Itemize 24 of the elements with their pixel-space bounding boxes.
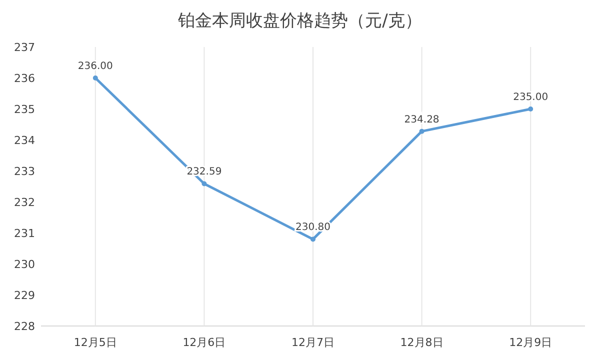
y-tick-label: 232 [14, 196, 35, 209]
y-tick-label: 231 [14, 227, 35, 240]
data-label: 234.28 [404, 114, 440, 126]
data-label: 235.00 [513, 92, 548, 103]
y-tick-label: 230 [14, 258, 35, 271]
x-tick-label: 12月9日 [509, 336, 552, 349]
y-tick-label: 228 [14, 320, 35, 333]
y-tick-label: 233 [14, 165, 35, 178]
data-label: 236.00 [78, 61, 113, 72]
y-tick-label: 229 [14, 289, 35, 302]
point [92, 76, 98, 80]
point [310, 236, 316, 242]
point [419, 128, 424, 134]
point [528, 106, 534, 112]
y-tick-label: 234 [14, 134, 35, 147]
y-tick-label: 236 [14, 72, 35, 85]
chart-title: 铂金本周收盘价格趋势（元/克） [177, 11, 422, 31]
x-tick-label: 12月5日 [74, 336, 117, 349]
x-tick-label: 12月7日 [292, 336, 334, 349]
point [202, 181, 207, 186]
y-tick-label: 235 [14, 103, 35, 116]
x-tick-label: 12月8日 [400, 336, 444, 349]
x-tick-label: 12月6日 [182, 336, 226, 349]
y-tick-label: 237 [14, 41, 35, 54]
